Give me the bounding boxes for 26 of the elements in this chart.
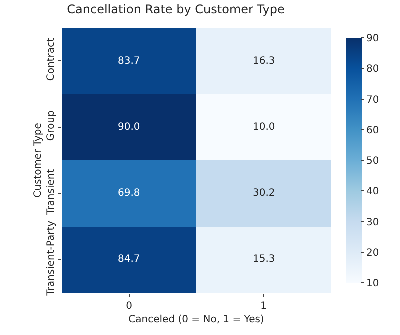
color-bar-label: 50 <box>366 156 380 167</box>
y-tick-label: Group <box>46 110 57 142</box>
y-tick-label: Contract <box>46 38 57 82</box>
chart-title: Cancellation Rate by Customer Type <box>67 2 285 16</box>
y-axis-title: Customer Type <box>33 123 44 198</box>
color-bar-label: 80 <box>366 64 380 76</box>
data-label: 15.3 <box>253 254 276 265</box>
color-bar-label: 40 <box>366 186 380 198</box>
data-label: 30.2 <box>253 188 276 199</box>
color-bar-label: 10 <box>366 278 380 290</box>
color-bar-label: 90 <box>366 34 380 44</box>
data-label: 10.0 <box>253 122 276 133</box>
y-tick-label: Transient <box>46 169 57 216</box>
x-axis-title: Canceled (0 = No, 1 = Yes) <box>128 314 264 326</box>
x-tick-label: 0 <box>126 301 132 312</box>
color-bar-label: 30 <box>366 217 380 228</box>
data-label: 16.3 <box>253 56 276 67</box>
data-label: 69.8 <box>118 188 140 199</box>
color-bar-label: 60 <box>366 125 380 136</box>
color-bar-label: 20 <box>366 248 380 259</box>
color-bar-label: 70 <box>366 94 380 106</box>
data-label: 83.7 <box>118 56 140 67</box>
y-tick-label: Transient-Party <box>46 220 57 297</box>
data-label: 84.7 <box>118 254 140 265</box>
data-label: 90.0 <box>118 122 140 133</box>
x-tick-label: 1 <box>260 301 267 312</box>
